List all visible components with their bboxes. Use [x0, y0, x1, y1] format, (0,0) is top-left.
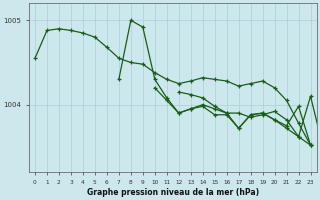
- X-axis label: Graphe pression niveau de la mer (hPa): Graphe pression niveau de la mer (hPa): [87, 188, 259, 197]
